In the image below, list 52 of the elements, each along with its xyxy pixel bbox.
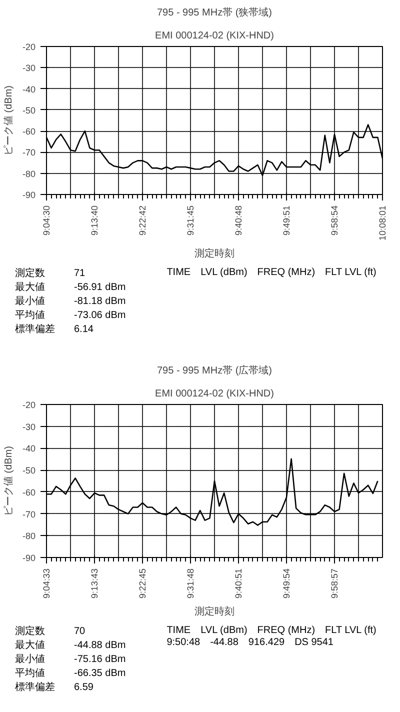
x-axis-title: 測定時刻 xyxy=(194,248,234,260)
x-tick-label: 9:40:48 xyxy=(234,205,244,236)
x-axis-title: 測定時刻 xyxy=(194,606,234,618)
text: 最大値 -44.88 dBm xyxy=(15,640,126,651)
text: TIME LVL (dBm) FREQ (MHz) FLT LVL (ft) xyxy=(166,625,376,637)
text: 最大値 -56.91 dBm xyxy=(15,282,126,293)
y-tick-label: -70 xyxy=(22,509,36,520)
x-tick-label: 9:13:43 xyxy=(90,568,100,599)
text: 最小値 -81.18 dBm xyxy=(15,296,126,307)
x-tick-label: 9:04:30 xyxy=(42,205,52,236)
text: 9:50:48 -44.88 916.429 DS 9541 xyxy=(166,637,334,649)
x-tick-label: 9:40:51 xyxy=(234,568,244,599)
text: 測定数 70 xyxy=(15,626,86,637)
y-axis-title: ピーク値 (dBm) xyxy=(2,446,14,516)
x-tick-label: 10:08:01 xyxy=(378,205,388,241)
y-tick-label: -70 xyxy=(22,148,36,158)
chart-subtitle: EMI 000124-02 (KIX-HND) xyxy=(155,388,274,400)
y-tick-label: -50 xyxy=(22,105,36,116)
text: 最小値 -75.16 dBm xyxy=(15,654,126,665)
chart-subtitle: EMI 000124-02 (KIX-HND) xyxy=(155,30,274,42)
x-tick-label: 9:31:45 xyxy=(186,205,196,236)
text: 測定数 71 xyxy=(15,268,86,279)
x-tick-label: 9:22:45 xyxy=(138,568,148,599)
y-tick-label: -80 xyxy=(22,531,36,542)
x-tick-label: 9:49:54 xyxy=(282,568,292,599)
text: TIME LVL (dBm) FREQ (MHz) FLT LVL (ft) xyxy=(166,267,376,279)
text: 標準偏差 6.59 xyxy=(15,682,94,693)
y-axis-title: ピーク値 (dBm) xyxy=(2,86,14,156)
y-tick-label: -30 xyxy=(22,422,36,432)
y-tick-label: -80 xyxy=(22,168,36,179)
y-tick-label: -20 xyxy=(22,400,36,410)
x-tick-label: 9:31:48 xyxy=(186,568,196,599)
y-tick-label: -90 xyxy=(22,190,36,200)
y-tick-label: -60 xyxy=(22,126,36,137)
x-tick-label: 9:22:42 xyxy=(138,205,148,236)
text: 平均値 -73.06 dBm xyxy=(15,310,126,321)
y-tick-label: -20 xyxy=(22,42,36,52)
y-tick-label: -40 xyxy=(22,84,36,94)
x-tick-label: 9:58:57 xyxy=(330,568,340,599)
chart-title: 795 - 995 MHz帯 (狭帯域) xyxy=(156,6,272,18)
x-tick-label: 9:04:33 xyxy=(42,568,52,599)
y-tick-label: -90 xyxy=(22,553,36,563)
text: 標準偏差 6.14 xyxy=(15,324,94,335)
x-tick-label: 9:13:40 xyxy=(90,205,100,236)
x-tick-label: 9:49:51 xyxy=(282,205,292,236)
y-tick-label: -40 xyxy=(22,444,36,454)
chart-title: 795 - 995 MHz帯 (広帯域) xyxy=(156,364,272,376)
y-tick-label: -30 xyxy=(22,63,36,74)
x-tick-label: 9:58:54 xyxy=(330,205,340,236)
text: 平均値 -66.35 dBm xyxy=(15,668,126,679)
y-tick-label: -60 xyxy=(22,487,36,498)
y-tick-label: -50 xyxy=(22,466,36,476)
